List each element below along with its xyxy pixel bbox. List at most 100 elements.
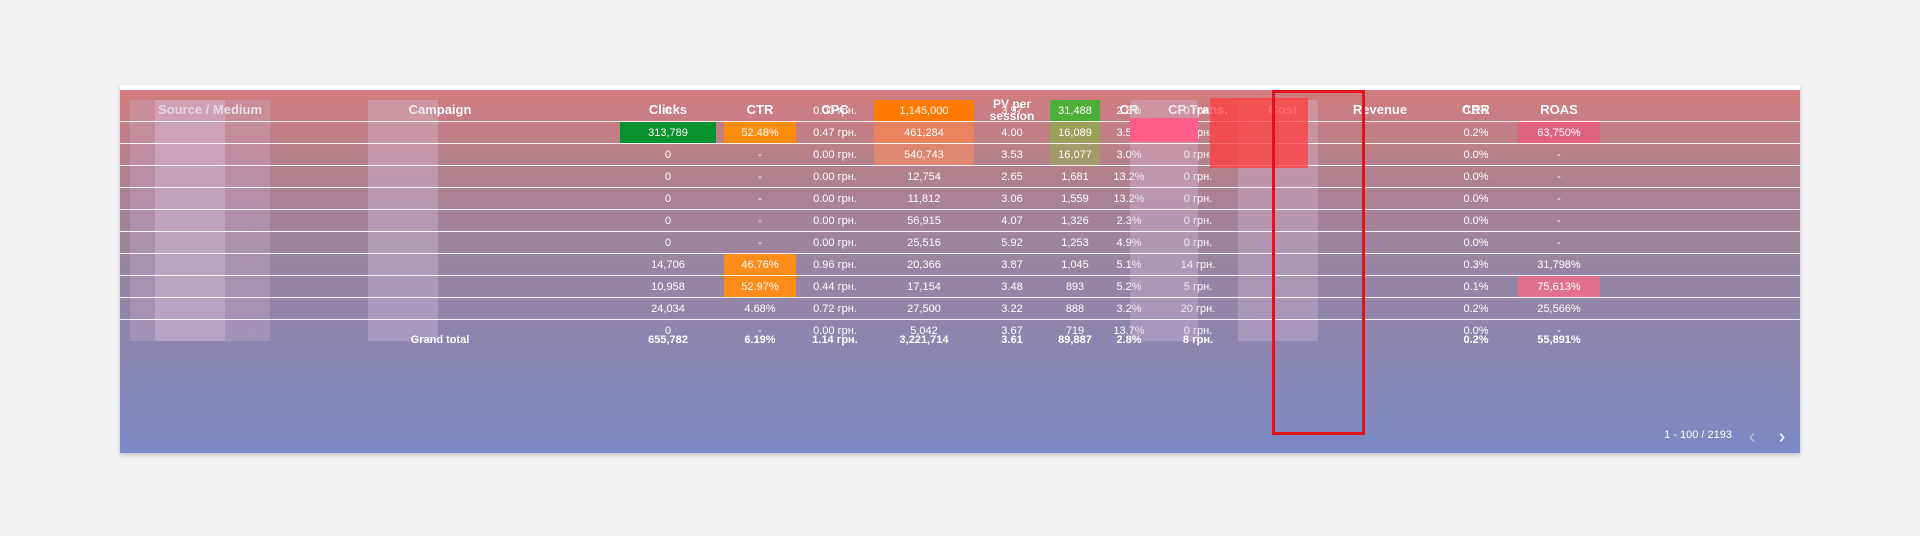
cell-sessions: 56,915 bbox=[907, 214, 941, 227]
redacted-cell bbox=[155, 276, 225, 297]
redacted-cell bbox=[368, 298, 438, 319]
row-separator bbox=[120, 187, 1800, 188]
cell-sessions: 540,743 bbox=[874, 144, 974, 165]
redacted-cell bbox=[368, 276, 438, 297]
redacted-cell bbox=[1130, 118, 1198, 142]
row-separator bbox=[120, 121, 1800, 122]
redacted-cell bbox=[155, 298, 225, 319]
cell-crr: 0.0% bbox=[1463, 324, 1489, 337]
cell-cpc: 0.00 грн. bbox=[813, 324, 857, 337]
cell-cpc: 0.00 грн. bbox=[813, 170, 857, 183]
cell-trans: 888 bbox=[1065, 302, 1085, 315]
cell-clicks: 0 bbox=[664, 170, 672, 183]
cell-sessions: 1,145,000 bbox=[874, 100, 974, 121]
cell-ctr: 4.68% bbox=[744, 302, 776, 315]
cell-sessions: 12,754 bbox=[907, 170, 941, 183]
redacted-cell bbox=[368, 100, 438, 121]
header-source[interactable]: Source / Medium bbox=[157, 102, 263, 117]
header-clicks[interactable]: Clicks bbox=[648, 102, 688, 117]
cell-pv: 3.53 bbox=[1001, 148, 1023, 161]
redacted-cell bbox=[1130, 276, 1198, 297]
cell-crr: 0.3% bbox=[1463, 258, 1489, 271]
cell-cr: 2.8% bbox=[1116, 104, 1142, 117]
cell-trans: 1,559 bbox=[1061, 192, 1089, 205]
redacted-cell bbox=[1238, 276, 1318, 297]
cell-sessions: 461,284 bbox=[874, 122, 974, 143]
cell-trans: 16,089 bbox=[1050, 122, 1100, 143]
cell-crr: 0.2% bbox=[1463, 126, 1489, 139]
row-separator bbox=[120, 209, 1800, 210]
cell-clicks: 0 bbox=[664, 192, 672, 205]
header-revenue[interactable]: Revenue bbox=[1352, 102, 1408, 117]
redacted-cell bbox=[368, 122, 438, 143]
redacted-cell bbox=[368, 320, 438, 341]
header-pv-line2: session bbox=[989, 109, 1035, 123]
redacted-cell bbox=[130, 232, 270, 253]
cell-cp-trans: 0 грн. bbox=[1183, 148, 1213, 161]
redacted-cell bbox=[368, 166, 438, 187]
prev-page-icon[interactable]: ‹ bbox=[1748, 426, 1756, 448]
cell-roas: - bbox=[1557, 148, 1561, 161]
redacted-cell bbox=[1238, 298, 1318, 319]
total-crr: 0.2% bbox=[1463, 334, 1489, 346]
cell-trans: 1,253 bbox=[1061, 236, 1089, 249]
total-cpc: 1.14 грн. bbox=[812, 334, 858, 346]
redacted-cell bbox=[1238, 232, 1318, 253]
redacted-cell bbox=[130, 276, 270, 297]
cell-cr: 13.2% bbox=[1113, 170, 1145, 183]
cell-pv: 4.07 bbox=[1001, 214, 1023, 227]
total-cp-trans: 8 грн. bbox=[1182, 334, 1214, 346]
header-crr[interactable]: CRR bbox=[1461, 102, 1491, 117]
cell-sessions: 11,812 bbox=[907, 192, 941, 205]
cell-roas: - bbox=[1557, 214, 1561, 227]
cell-clicks: 24,034 bbox=[651, 302, 685, 315]
cell-pv: 2.65 bbox=[1001, 170, 1023, 183]
cell-cpc: 0.72 грн. bbox=[813, 302, 857, 315]
cell-trans: 1,326 bbox=[1061, 214, 1089, 227]
redacted-cell bbox=[130, 210, 270, 231]
cell-cp-trans: 0 грн. bbox=[1183, 324, 1213, 337]
redacted-cell bbox=[1130, 232, 1198, 253]
redacted-cell bbox=[368, 188, 438, 209]
cell-ctr: - bbox=[758, 192, 762, 205]
header-cr[interactable]: CR bbox=[1119, 102, 1139, 117]
header-roas[interactable]: ROAS bbox=[1540, 102, 1578, 117]
cell-sessions: 5,042 bbox=[910, 324, 938, 337]
cell-cpc: 0.44 грн. bbox=[813, 280, 857, 293]
redacted-cell bbox=[1130, 144, 1198, 165]
cell-sessions: 20,366 bbox=[907, 258, 941, 271]
header-cpc[interactable]: CPC bbox=[821, 102, 849, 117]
header-campaign[interactable]: Campaign bbox=[408, 102, 472, 117]
cell-ctr: - bbox=[758, 170, 762, 183]
cell-cr: 2.3% bbox=[1116, 214, 1142, 227]
redacted-cell bbox=[155, 320, 225, 341]
cell-trans: 16,077 bbox=[1050, 144, 1100, 165]
redacted-cell bbox=[130, 188, 270, 209]
cell-roas: - bbox=[1557, 192, 1561, 205]
row-separator bbox=[120, 143, 1800, 144]
cell-clicks: 0 bbox=[664, 214, 672, 227]
cell-cp-trans: 0 грн. bbox=[1183, 104, 1213, 117]
cell-cr: 13.2% bbox=[1113, 192, 1145, 205]
cell-sessions: 25,516 bbox=[907, 236, 941, 249]
cell-cpc: 0.00 грн. bbox=[813, 214, 857, 227]
cell-pv: 3.97 bbox=[1001, 104, 1023, 117]
redacted-cell bbox=[130, 122, 270, 143]
row-separator bbox=[120, 275, 1800, 276]
cell-ctr: - bbox=[758, 148, 762, 161]
cell-pv: 4.00 bbox=[1001, 126, 1023, 139]
header-pv[interactable]: PV per session bbox=[974, 90, 1050, 130]
cell-crr: 0.0% bbox=[1463, 192, 1489, 205]
cell-trans: 1,681 bbox=[1061, 170, 1089, 183]
redacted-cell bbox=[368, 254, 438, 275]
redacted-cell bbox=[1238, 210, 1318, 231]
cell-cpc: 0.00 грн. bbox=[813, 236, 857, 249]
cell-cpc: 0.47 грн. bbox=[813, 126, 857, 139]
redacted-cell bbox=[130, 166, 270, 187]
next-page-icon[interactable]: › bbox=[1778, 426, 1786, 448]
header-ctr[interactable]: CTR bbox=[746, 102, 774, 117]
cell-cp-trans: 0 грн. bbox=[1183, 214, 1213, 227]
total-trans: 89,887 bbox=[1058, 334, 1092, 346]
redacted-cell bbox=[1130, 188, 1198, 209]
cell-cpc: 0.96 грн. bbox=[813, 258, 857, 271]
